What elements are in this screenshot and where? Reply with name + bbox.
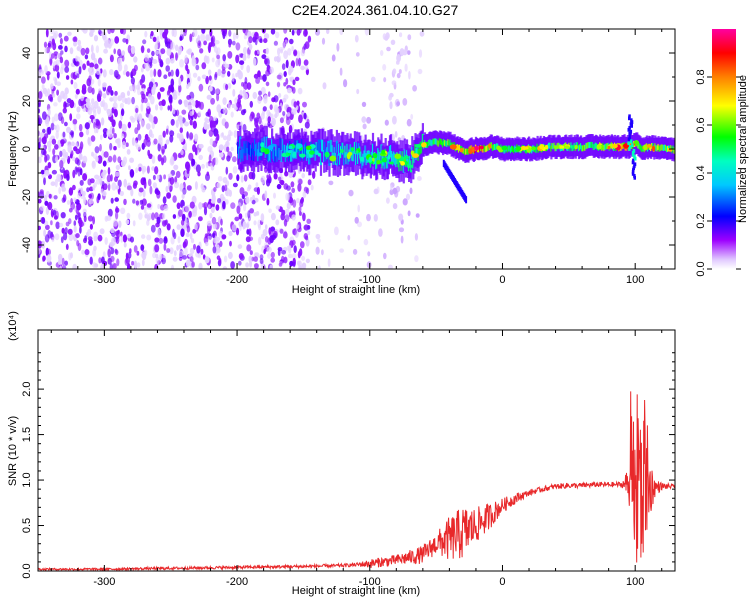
snr-x-tick-label: 100 <box>626 576 644 588</box>
snr-series-line <box>38 391 675 571</box>
spectrogram-x-tick-label: -100 <box>359 274 381 286</box>
snr-x-tick-label: -300 <box>93 576 115 588</box>
spectrogram-x-axis-label: Height of straight line (km) <box>292 284 420 296</box>
spectrogram-y-tick-label: 20 <box>21 95 33 107</box>
colorbar-ticks: 0.0 0.2 0.4 0.6 0.8 <box>695 69 741 277</box>
spectrogram-y-tick-label: -40 <box>21 237 33 253</box>
chart-title: C2E4.2024.361.04.10.G27 <box>291 2 459 18</box>
spectrogram-x-tick-label: 0 <box>499 274 505 286</box>
snr-y-axis-label: SNR (10 * v/v) <box>7 416 19 486</box>
spectrogram-y-axis-label: Frequency (Hz) <box>7 111 19 187</box>
snr-frame <box>37 329 676 572</box>
colorbar-tick-label: 0.0 <box>695 261 707 276</box>
spectrogram-plot-area <box>38 29 675 269</box>
spectrogram-x-tick-label: 100 <box>626 274 644 286</box>
colorbar-tick-label: 0.8 <box>695 69 707 84</box>
snr-x-tick-label: -200 <box>226 576 248 588</box>
spectrogram-ridge <box>237 114 675 204</box>
spectrogram-x-tick-label: -300 <box>93 274 115 286</box>
snr-y-tick-label: 1.5 <box>21 427 33 442</box>
snr-y-tick-label: 1.0 <box>21 472 33 487</box>
spectrogram-y-tick-label: 40 <box>21 47 33 59</box>
snr-y-tick-label: 0.5 <box>21 518 33 533</box>
spectrogram-y-tick-label: -20 <box>21 189 33 205</box>
colorbar-label: Normalized spectral amplitude <box>737 75 749 223</box>
snr-x-axis-label: Height of straight line (km) <box>292 585 420 597</box>
snr-plot-area <box>38 391 675 571</box>
colorbar: 0.0 0.2 0.4 0.6 0.8 Normalized spectral ampl… <box>695 29 749 277</box>
colorbar-tick-label: 0.4 <box>695 165 707 180</box>
spectrogram-x-tick-label: -200 <box>226 274 248 286</box>
colorbar-tick-label: 0.2 <box>695 213 707 228</box>
snr-y-tick-label: 2.0 <box>21 381 33 396</box>
snr-axes: -300 -200 -100 0 100 0.0 0.5 1.0 1.5 2.0 <box>21 330 675 588</box>
snr-panel: -300 -200 -100 0 100 0.0 0.5 1.0 1.5 2.0 Height o… <box>7 311 676 597</box>
snr-y-tick-label: 0.0 <box>21 563 33 578</box>
snr-x-tick-label: 0 <box>499 576 505 588</box>
snr-x-tick-label: -100 <box>359 576 381 588</box>
spectrogram-y-tick-label: 0 <box>21 146 33 152</box>
colorbar-gradient <box>712 29 736 269</box>
snr-y-multiplier: (x10⁴) <box>7 311 19 341</box>
spectrogram-noise <box>38 29 426 269</box>
colorbar-tick-label: 0.6 <box>695 117 707 132</box>
